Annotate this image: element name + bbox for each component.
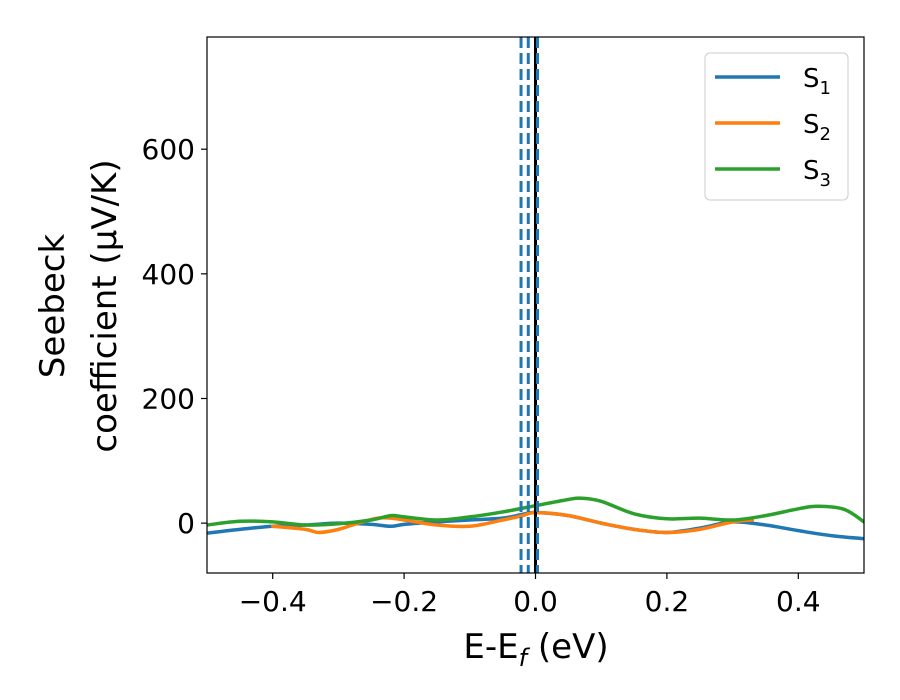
- x-tick-label: 0.0: [513, 585, 558, 618]
- x-tick-label: −0.4: [239, 585, 307, 618]
- y-axis-title: Seebeck coefficient (μV/K): [33, 159, 125, 452]
- y-tick-label: 200: [142, 382, 195, 415]
- x-tick-label: −0.2: [370, 585, 438, 618]
- legend-box: [704, 52, 849, 201]
- legend-label-2: S2: [803, 110, 831, 145]
- legend: S1 S2 S3: [704, 52, 849, 201]
- series-line-3: [207, 496, 864, 527]
- y-tick-label: 400: [142, 258, 195, 291]
- x-tick-label: 0.2: [645, 585, 690, 618]
- y-tick-label: 0: [177, 507, 195, 540]
- series-line-2: [270, 510, 755, 535]
- legend-label-1: S1: [803, 64, 831, 99]
- x-axis-title: E-Ef (eV): [463, 627, 608, 672]
- x-tick-label: 0.4: [776, 585, 821, 618]
- y-tick-label: 600: [142, 133, 195, 166]
- legend-label-3: S3: [803, 156, 831, 191]
